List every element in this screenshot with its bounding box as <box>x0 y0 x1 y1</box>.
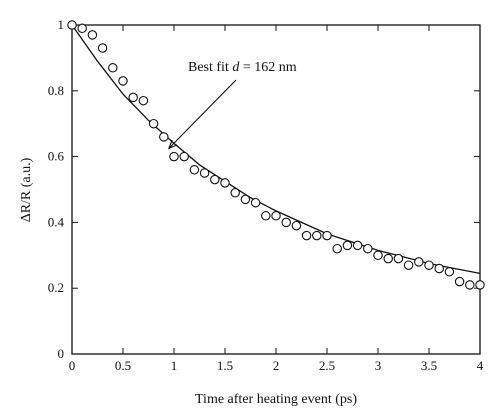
data-point <box>373 250 383 261</box>
annotation-text: Best fit d = 162 nm <box>188 60 297 75</box>
data-point <box>240 194 251 205</box>
y-axis-title: ΔR/R (a.u.) <box>19 157 34 222</box>
y-tick-label: 0.4 <box>48 214 65 229</box>
tick-labels: 0 0.5 1 1.5 2 2.5 3 3.5 4 0 0.2 0.4 0.6 0.8 1 <box>48 17 484 373</box>
data-point <box>332 243 342 254</box>
data-point <box>261 211 271 221</box>
x-tick-label: 3.5 <box>421 358 437 373</box>
x-tick-label: 2.5 <box>319 358 335 373</box>
data-point <box>342 240 353 251</box>
x-tick-label: 3 <box>375 358 382 373</box>
y-tick-label: 0 <box>58 346 65 361</box>
data-point <box>159 132 169 142</box>
data-point <box>148 118 159 129</box>
data-point <box>291 220 302 231</box>
data-point <box>250 197 261 208</box>
data-point <box>189 165 200 175</box>
x-tick-label: 4 <box>477 358 484 373</box>
y-tick-label: 0.6 <box>48 149 65 164</box>
y-tick-label: 1 <box>58 17 65 32</box>
data-point <box>271 211 281 221</box>
x-axis-title: Time after heating event (ps) <box>195 392 357 407</box>
data-point <box>138 95 149 106</box>
data-point <box>118 76 128 86</box>
data-point <box>475 280 485 290</box>
data-points <box>67 20 485 290</box>
x-tick-label: 1 <box>171 358 178 373</box>
annotation-arrowhead <box>167 139 178 150</box>
data-point <box>67 20 77 30</box>
x-tick-label: 2 <box>273 358 280 373</box>
data-point <box>97 43 108 53</box>
data-point <box>77 23 87 34</box>
annotation-arrow <box>168 79 237 149</box>
data-point <box>169 151 179 162</box>
data-point <box>220 178 230 188</box>
data-point <box>363 243 373 254</box>
data-point <box>454 276 465 287</box>
x-tick-label: 0.5 <box>115 358 131 373</box>
data-point <box>403 260 414 270</box>
data-point <box>230 188 240 198</box>
data-point <box>210 174 220 185</box>
data-point <box>383 253 393 264</box>
data-point <box>179 151 189 162</box>
y-tick-label: 0.8 <box>48 83 64 98</box>
data-point <box>87 30 98 40</box>
data-point <box>393 253 404 264</box>
x-tick-label: 0 <box>69 358 76 373</box>
data-point <box>281 217 291 228</box>
x-tick-label: 1.5 <box>217 358 233 373</box>
y-tick-label: 0.2 <box>48 280 64 295</box>
data-point <box>108 63 118 73</box>
data-point <box>128 92 138 103</box>
best-fit-annotation: Best fit d = 162 nm <box>167 60 297 150</box>
data-point <box>444 267 455 277</box>
data-point <box>322 230 332 241</box>
data-point <box>301 230 312 241</box>
data-point <box>424 260 434 270</box>
data-point <box>312 230 322 241</box>
data-point <box>352 240 363 251</box>
best-fit-line <box>71 24 481 275</box>
data-point <box>434 263 444 274</box>
data-point <box>199 168 210 178</box>
data-point <box>414 257 424 267</box>
data-point <box>465 280 475 290</box>
